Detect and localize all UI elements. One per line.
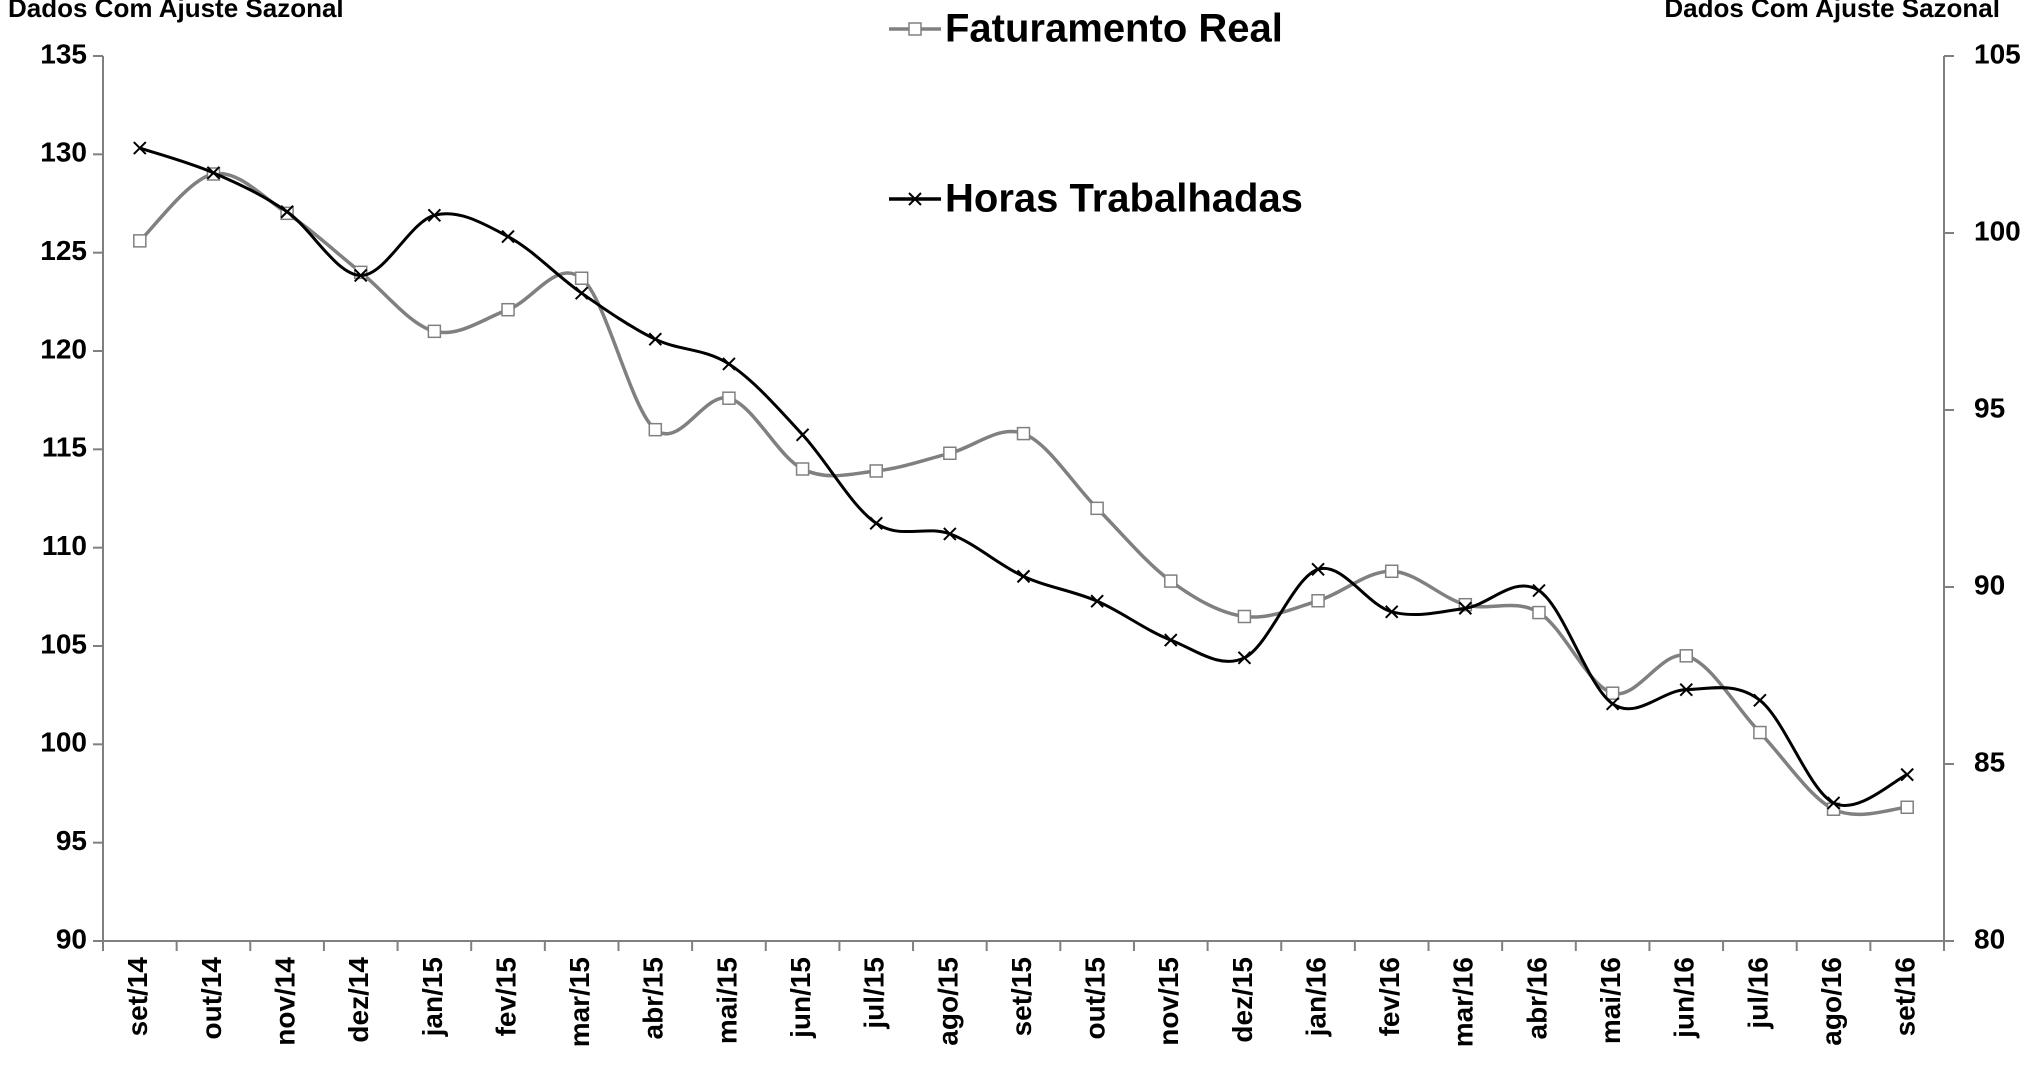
marker [722,357,736,371]
marker [1090,594,1104,608]
marker [427,324,442,339]
x-tick-label: nov/15 [1153,957,1184,1046]
marker [1164,633,1178,647]
y-tick-label: 95 [56,825,87,856]
x-tick-label: fev/15 [490,957,521,1036]
marker [1016,426,1031,441]
marker [648,422,663,437]
marker [1753,693,1767,707]
marker [1458,601,1473,615]
marker [1311,594,1325,608]
marker [795,428,810,442]
marker [1016,569,1031,584]
x-tick-label: mar/15 [564,957,595,1047]
y-tick-label: 110 [42,530,87,561]
y-tick-label: 105 [40,628,87,659]
x-tick-label: jan/15 [417,957,448,1037]
y2-tick-label: 95 [1974,392,2005,423]
x-tick-label: nov/14 [269,957,300,1046]
y2-tick-label: 85 [1974,746,2005,777]
marker [1900,767,1914,782]
marker [1164,574,1178,588]
marker [722,391,736,405]
y-tick-label: 130 [40,137,87,168]
x-tick-label: fev/16 [1374,957,1405,1036]
y2-tick-label: 80 [1974,923,2005,954]
x-tick-label: set/16 [1890,957,1921,1036]
x-tick-label: abr/15 [638,957,669,1040]
y-tick-label: 100 [40,727,87,758]
x-tick-label: dez/15 [1227,957,1258,1043]
marker [280,205,294,219]
marker [943,446,957,461]
y-tick-label: 135 [40,38,87,69]
marker [133,234,147,248]
marker [795,462,810,476]
marker [1605,686,1620,700]
x-tick-label: mar/16 [1448,957,1479,1047]
x-tick-label: set/15 [1006,957,1037,1036]
legend-label: Faturamento Real [945,7,1283,51]
x-tick-label: dez/14 [343,957,374,1043]
x-tick-label: jun/16 [1669,957,1700,1039]
y2-tick-label: 90 [1974,569,2005,600]
marker [1605,697,1620,711]
marker [908,192,922,206]
x-tick-label: jul/15 [859,957,890,1030]
y-tick-label: 120 [40,333,87,364]
marker [574,286,589,300]
y2-tick-label: 100 [1974,215,2021,246]
x-tick-label: out/14 [196,957,227,1040]
y2-axis-title: Dados Com Ajuste Sazonal [1664,0,2000,23]
y-tick-label: 115 [42,432,87,463]
x-tick-label: jan/16 [1300,957,1331,1037]
marker [501,302,515,317]
x-tick-label: ago/15 [932,957,963,1046]
marker [1532,605,1546,620]
x-tick-label: jun/15 [785,957,816,1039]
marker [1090,501,1104,516]
marker [206,166,221,180]
marker [1753,725,1767,740]
marker [648,332,663,346]
marker [1679,682,1693,697]
marker [1900,800,1914,815]
marker [1679,649,1694,663]
x-tick-label: mai/16 [1595,957,1626,1044]
x-tick-label: set/14 [122,957,153,1037]
marker [133,141,147,155]
marker [943,527,957,541]
x-tick-label: ago/16 [1816,957,1847,1046]
marker [501,229,515,244]
marker [869,516,883,530]
marker [574,271,589,285]
x-tick-label: out/15 [1080,957,1111,1039]
y-tick-label: 90 [56,923,87,954]
y-tick-label: 125 [40,235,87,266]
x-tick-label: jul/16 [1742,957,1773,1030]
marker [869,464,883,478]
marker [354,268,368,283]
x-tick-label: mai/15 [711,957,742,1044]
legend-label: Horas Trabalhadas [945,177,1303,221]
marker [1826,796,1841,810]
y2-tick-label: 105 [1974,38,2021,69]
marker [1384,605,1399,619]
marker [1237,609,1252,624]
marker [1311,562,1325,577]
x-tick-label: abr/16 [1521,957,1552,1040]
marker [427,208,442,223]
marker [1532,583,1546,598]
marker [908,22,922,36]
marker [1237,651,1252,665]
y-axis-title: Dados Com Ajuste Sazonal [8,0,344,23]
marker [1384,564,1399,579]
